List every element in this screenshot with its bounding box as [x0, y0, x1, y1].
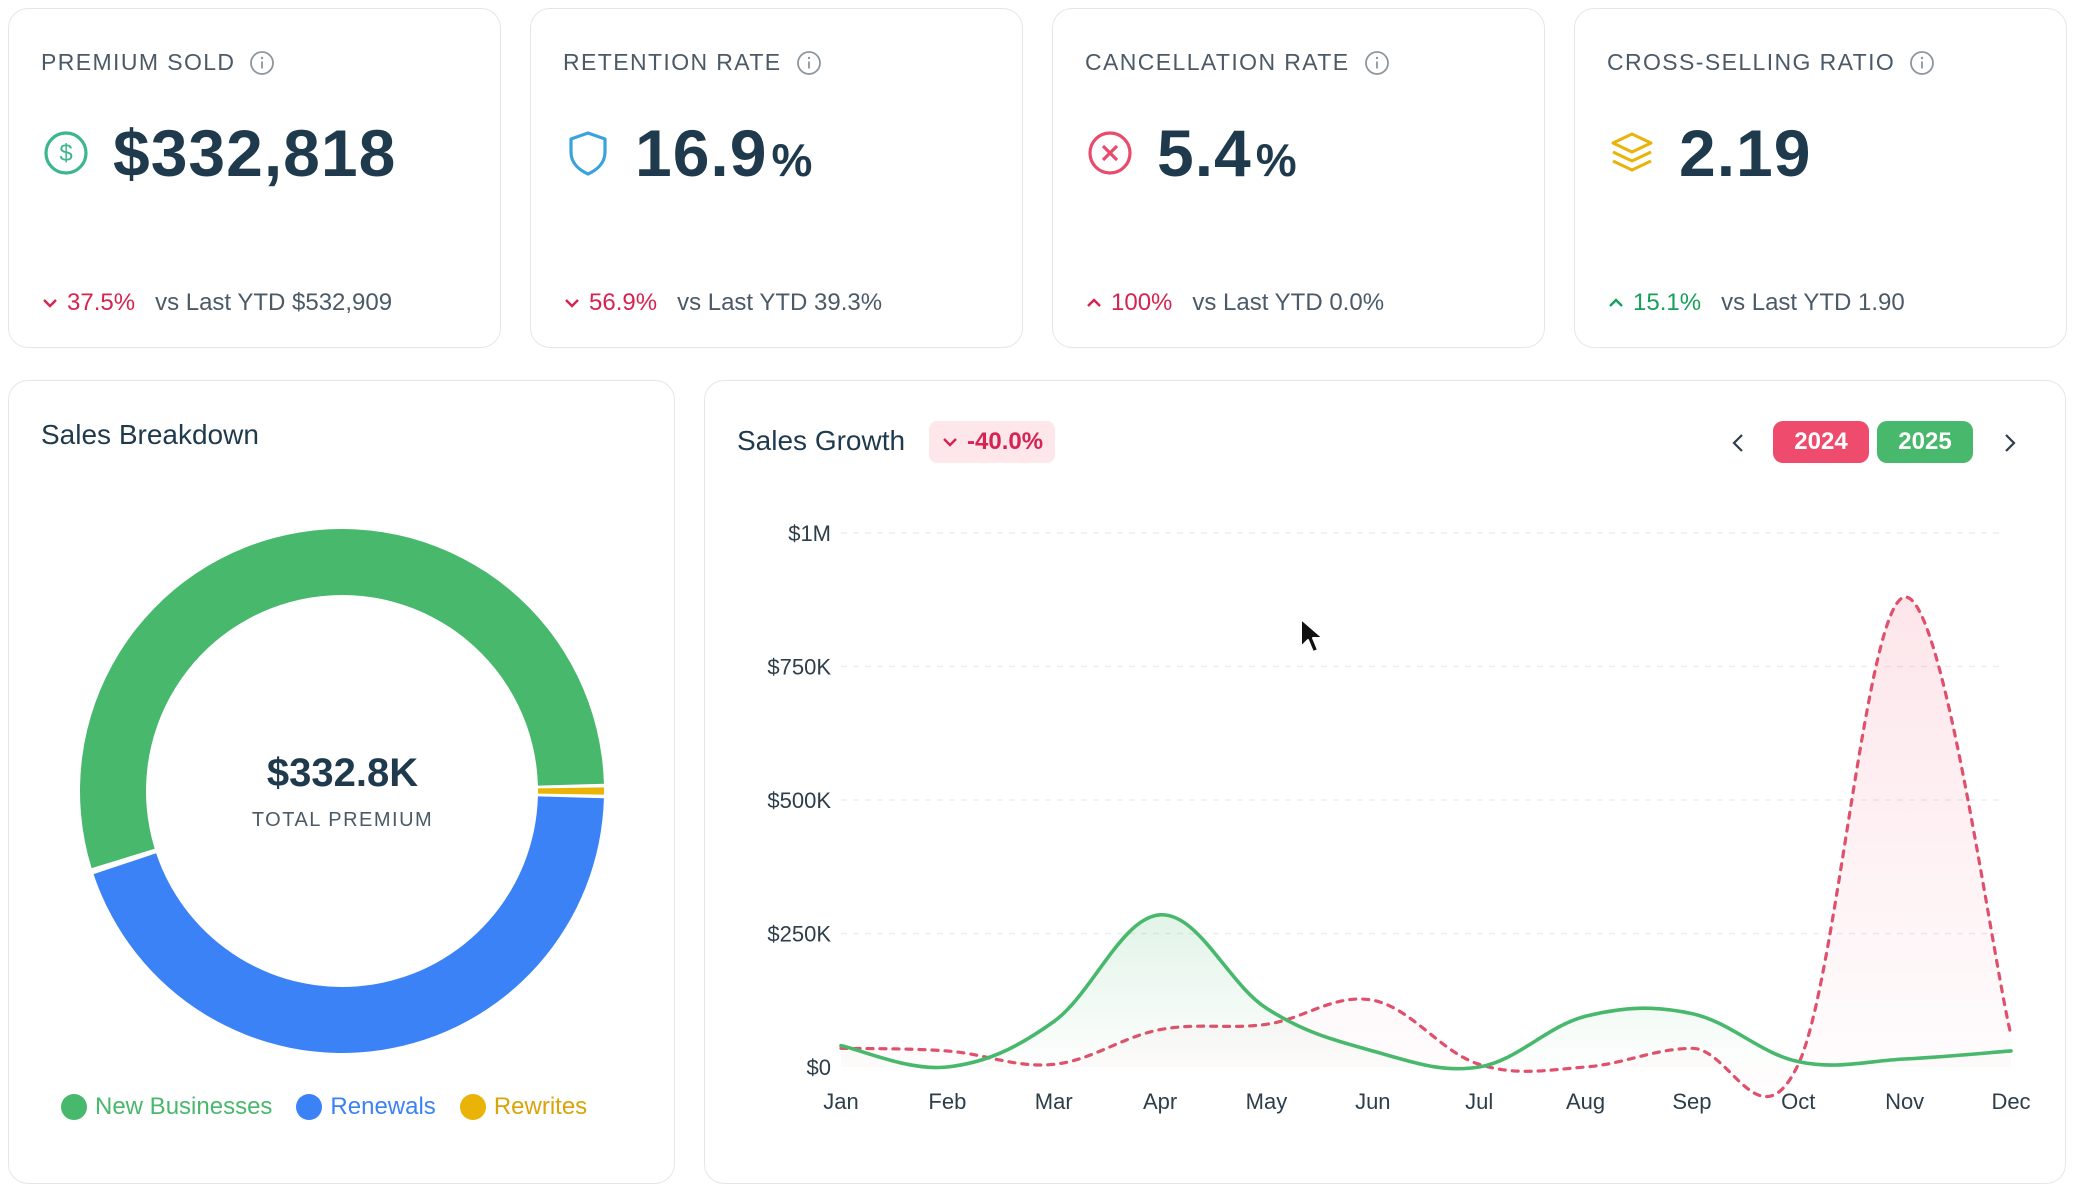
- x-tick-label: Mar: [1035, 1089, 1073, 1114]
- kpi-compare: vs Last YTD 0.0%: [1192, 289, 1385, 316]
- kpi-value: $ $332,818: [41, 115, 396, 191]
- kpi-compare: vs Last YTD $532,909: [155, 289, 393, 316]
- kpi-number: 5.4: [1157, 116, 1252, 190]
- kpi-footer: 37.5% vs Last YTD $532,909: [41, 289, 392, 317]
- next-year-button[interactable]: [1991, 423, 2027, 463]
- x-tick-label: Jul: [1465, 1089, 1493, 1114]
- series-area-2025: [841, 914, 2011, 1069]
- year-pill-2024[interactable]: 2024: [1773, 421, 1869, 463]
- kpi-card-cross-selling-ratio: CROSS-SELLING RATIO 2.19 15.1% vs Last Y…: [1574, 8, 2067, 348]
- kpi-footer: 15.1% vs Last YTD 1.90: [1607, 289, 1905, 317]
- legend-dot: [459, 1094, 486, 1120]
- x-tick-label: Nov: [1885, 1089, 1924, 1114]
- y-tick-label: $1M: [788, 521, 831, 546]
- kpi-title: PREMIUM SOLD: [41, 49, 275, 76]
- donut-chart: [79, 528, 604, 1053]
- kpi-compare: vs Last YTD 39.3%: [677, 289, 883, 316]
- kpi-value: 16.9%: [563, 115, 812, 191]
- x-tick-label: Dec: [1991, 1089, 2030, 1114]
- card-title: Sales Breakdown: [41, 419, 259, 450]
- y-tick-label: $750K: [767, 655, 831, 680]
- legend-item-renewals[interactable]: Renewals: [296, 1093, 436, 1121]
- x-tick-label: Aug: [1566, 1089, 1605, 1114]
- sales-growth-chart: $0 $250K $500K $750K $1M Jan Feb Mar Apr May Jun Ju…: [767, 521, 2030, 1114]
- kpi-title-text: PREMIUM SOLD: [41, 49, 236, 75]
- kpi-change: 15.1%: [1633, 289, 1702, 316]
- chevron-down-icon: [43, 299, 57, 308]
- kpi-footer: 56.9% vs Last YTD 39.3%: [563, 289, 882, 317]
- x-tick-label: Sep: [1672, 1089, 1711, 1114]
- info-icon[interactable]: [1364, 50, 1390, 76]
- sales-growth-card: $0 $250K $500K $750K $1M Jan Feb Mar Apr May Jun Ju…: [704, 380, 2066, 1184]
- info-icon[interactable]: [1909, 50, 1935, 76]
- kpi-number: 16.9: [635, 116, 768, 190]
- kpi-card-premium-sold: PREMIUM SOLD $ $332,818 37.5% vs Last YT…: [8, 8, 501, 348]
- kpi-change: 37.5%: [67, 289, 136, 316]
- kpi-title-text: CROSS-SELLING RATIO: [1607, 49, 1896, 75]
- kpi-value: 2.19: [1607, 115, 1811, 191]
- kpi-footer: 100% vs Last YTD 0.0%: [1085, 289, 1384, 317]
- kpi-card-retention-rate: RETENTION RATE 16.9% 56.9% vs Last YTD 3…: [530, 8, 1023, 348]
- legend-label: New Businesses: [95, 1093, 273, 1120]
- donut-total-label: TOTAL PREMIUM: [251, 809, 434, 831]
- x-tick-label: Apr: [1143, 1089, 1177, 1114]
- kpi-change: 56.9%: [589, 289, 658, 316]
- year-pill-2025[interactable]: 2025: [1877, 421, 1973, 463]
- x-tick-label: May: [1246, 1089, 1288, 1114]
- legend-item-rewrites[interactable]: Rewrites: [459, 1093, 588, 1121]
- chevron-up-icon: [1609, 298, 1623, 307]
- donut-total-value: $332.8K: [266, 751, 419, 795]
- y-tick-label: $500K: [767, 788, 831, 813]
- chevron-up-icon: [1087, 298, 1101, 307]
- x-tick-label: Jun: [1355, 1089, 1390, 1114]
- x-circle-icon: [1088, 131, 1132, 175]
- kpi-suffix: %: [1255, 134, 1297, 186]
- legend-item-new-businesses[interactable]: New Businesses: [61, 1093, 272, 1121]
- layers-icon: [1611, 132, 1653, 172]
- kpi-title-text: CANCELLATION RATE: [1085, 49, 1350, 75]
- mouse-cursor-icon: [1300, 618, 1324, 653]
- x-tick-label: Jan: [823, 1089, 858, 1114]
- kpi-title: CROSS-SELLING RATIO: [1607, 49, 1935, 76]
- y-tick-label: $250K: [767, 922, 831, 947]
- legend-label: Rewrites: [493, 1093, 588, 1120]
- info-icon[interactable]: [249, 50, 275, 76]
- kpi-card-cancellation-rate: CANCELLATION RATE 5.4% 100% vs Last YTD …: [1052, 8, 1545, 348]
- growth-change-badge: -40.0%: [929, 421, 1056, 463]
- growth-change-value: -40.0%: [967, 428, 1044, 455]
- chevron-left-icon: [1732, 434, 1743, 452]
- sales-breakdown-card: Sales Breakdown $332.8K TOTAL PREMIUM Ne…: [8, 380, 675, 1184]
- series-area-2024: [841, 597, 2011, 1097]
- donut-slice-new-businesses[interactable]: [79, 528, 604, 869]
- x-tick-label: Oct: [1781, 1089, 1815, 1114]
- kpi-suffix: %: [771, 134, 813, 186]
- y-tick-label: $0: [807, 1055, 831, 1080]
- chevron-right-icon: [2005, 434, 2016, 452]
- chevron-down-icon: [943, 438, 957, 447]
- dollar-circle-icon: $: [44, 131, 88, 175]
- kpi-title: RETENTION RATE: [563, 49, 822, 76]
- kpi-title-text: RETENTION RATE: [563, 49, 782, 75]
- kpi-change: 100%: [1111, 289, 1173, 316]
- legend-dot: [296, 1094, 323, 1120]
- legend-dot: [61, 1094, 87, 1120]
- kpi-number: $332,818: [113, 116, 397, 190]
- donut-slice-renewals[interactable]: [93, 796, 604, 1053]
- card-title: Sales Growth: [737, 425, 906, 456]
- donut-slice-rewrites[interactable]: [537, 787, 604, 795]
- kpi-compare: vs Last YTD 1.90: [1721, 289, 1905, 316]
- shield-icon: [569, 131, 607, 176]
- kpi-number: 2.19: [1679, 116, 1812, 190]
- info-icon[interactable]: [796, 50, 822, 76]
- series-line-2025[interactable]: [839, 913, 2013, 1071]
- x-tick-label: Feb: [928, 1089, 966, 1114]
- chart-legend: New Businesses Renewals Rewrites: [61, 1093, 587, 1121]
- prev-year-button[interactable]: [1721, 423, 1757, 463]
- legend-label: Renewals: [330, 1093, 436, 1120]
- kpi-value: 5.4%: [1085, 115, 1297, 191]
- kpi-title: CANCELLATION RATE: [1085, 49, 1390, 76]
- svg-text:$: $: [59, 140, 72, 167]
- chevron-down-icon: [565, 299, 579, 308]
